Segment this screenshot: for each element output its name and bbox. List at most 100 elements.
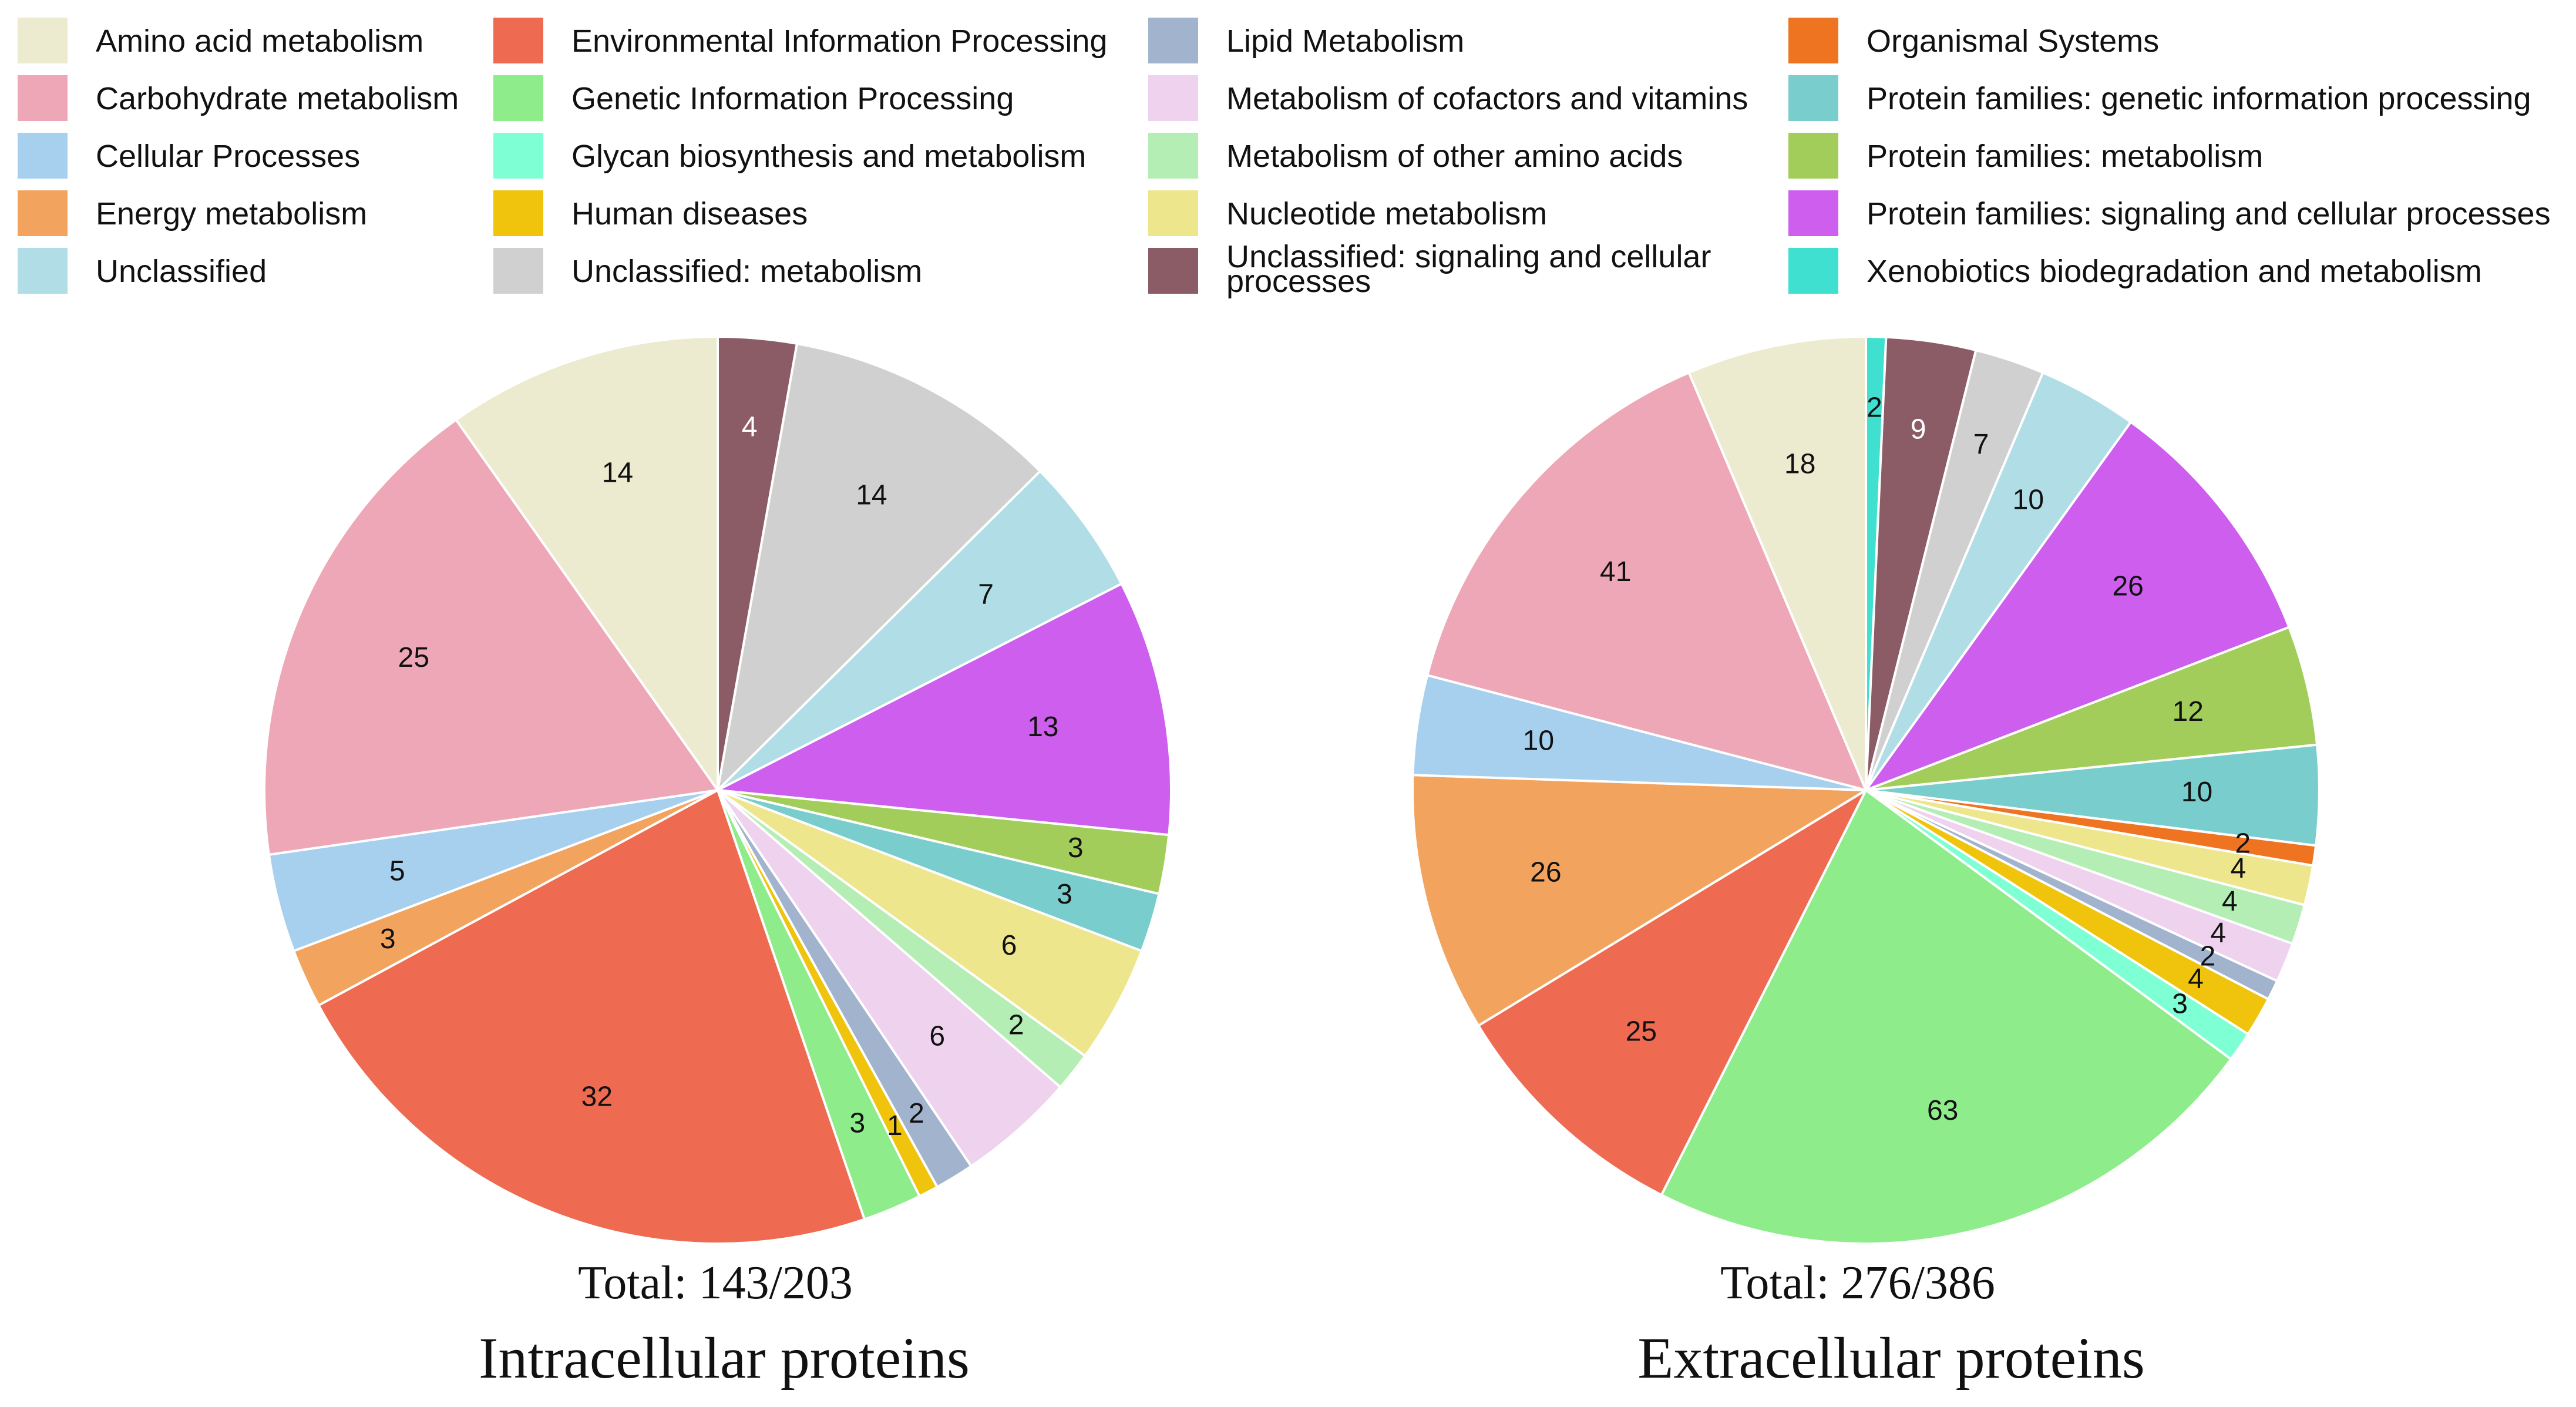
pie-data-label-metabolism-of-cofactors-and-vitamins: 4 [2210,918,2226,949]
pie-data-label-carbohydrate-metabolism: 25 [398,642,429,673]
pie-data-label-organismal-systems: 2 [2235,828,2251,859]
pie-slice-unclassified [717,470,1123,791]
intracellular-chart-title: Intracellular proteins [479,1325,970,1391]
legend-swatch [18,18,68,63]
pie-data-label-energy-metabolism: 3 [380,924,396,955]
legend-label: Unclassified [96,254,267,289]
legend-label: Protein families: signaling and cellular… [1867,196,2551,231]
intracellular-total-label: Total: 143/203 [578,1257,853,1309]
legend-label: Environmental Information Processing [571,23,1107,59]
pie-slice-protein-families-signaling-and-cellular-processes [717,582,1172,837]
legend-swatch [1148,133,1198,179]
pie-data-label-unclassified: 10 [2013,485,2044,516]
pie-slice-unclassified-metabolism [717,342,1041,791]
pie-slice-protein-families-signaling-and-cellular-processes [1865,421,2291,791]
pie-data-label-environmental-information-processing: 25 [1626,1016,1657,1047]
pie-slice-energy-metabolism [1411,774,1867,1027]
legend-label: Amino acid metabolism [96,23,423,59]
extracellular-chart-title: Extracellular proteins [1637,1325,2145,1391]
legend-swatch [1788,18,1838,63]
pie-data-label-cellular-processes: 5 [389,856,405,887]
pie-slice-protein-families-metabolism [1865,626,2319,791]
legend-item-genetic-information-processing: Genetic Information Processing [493,75,1014,121]
pie-data-label-genetic-information-processing: 63 [1927,1095,1958,1126]
legend-item-carbohydrate-metabolism: Carbohydrate metabolism [18,75,459,121]
legend-item-environmental-information-processing: Environmental Information Processing [493,18,1107,63]
pie-data-label-metabolism-of-cofactors-and-vitamins: 6 [929,1021,945,1052]
pie-data-label-amino-acid-metabolism: 14 [602,458,633,489]
legend: Amino acid metabolism Carbohydrate metabo… [18,18,2551,299]
legend-swatch [18,248,68,294]
legend-item-human-diseases: Human diseases [493,190,808,236]
pie-data-label-metabolism-of-other-amino-acids: 4 [2222,886,2238,917]
legend-label: Unclassified: metabolism [571,254,922,289]
legend-label: Genetic Information Processing [571,81,1014,116]
legend-swatch [493,18,543,63]
pie-data-label-protein-families-genetic-information-processing: 3 [1057,879,1072,910]
pie-slice-genetic-information-processing [1660,789,2232,1245]
legend-item-unclassified: Unclassified [18,248,267,294]
pie-data-label-protein-families-metabolism: 12 [2173,696,2204,727]
legend-label: Lipid Metabolism [1226,23,1464,59]
legend-item-metabolism-of-cofactors-and-vitamins: Metabolism of cofactors and vitamins [1148,75,1748,121]
pie-data-label-genetic-information-processing: 3 [850,1108,866,1139]
pie-data-label-protein-families-metabolism: 3 [1068,832,1084,864]
pie-data-label-unclassified-signaling-and-cellular-processes: 4 [742,411,758,442]
legend-swatch [1788,133,1838,179]
legend-swatch [18,133,68,179]
pie-data-label-environmental-information-processing: 32 [581,1081,613,1112]
legend-item-unclassified-metabolism: Unclassified: metabolism [493,248,922,294]
legend-item-nucleotide-metabolism: Nucleotide metabolism [1148,190,1547,236]
pie-data-label-xenobiotics-biodegradation-and-metabolism: 2 [1867,392,1882,423]
pie-slice-nucleotide-metabolism [717,789,1143,1057]
legend-swatch [1148,75,1198,121]
pie-data-label-amino-acid-metabolism: 18 [1784,448,1815,479]
pie-data-label-protein-families-signaling-and-cellular-processes: 13 [1027,711,1058,743]
legend-label: Nucleotide metabolism [1226,196,1547,231]
legend-label: Human diseases [571,196,808,231]
pie-data-label-unclassified-signaling-and-cellular-processes: 9 [1911,414,1926,445]
pie-data-label-nucleotide-metabolism: 4 [2231,853,2247,884]
legend-label: Metabolism of cofactors and vitamins [1226,81,1748,116]
legend-swatch [1788,190,1838,236]
legend-item-energy-metabolism: Energy metabolism [18,190,367,236]
legend-swatch [493,190,543,236]
legend-item-unclassified-signaling-and-cellular-processes: Unclassified: signaling and cellular proc… [1148,239,1711,299]
legend-label: Energy metabolism [96,196,367,231]
pie-data-label-human-diseases: 1 [887,1110,903,1141]
pie-data-label-metabolism-of-other-amino-acids: 2 [1008,1009,1024,1040]
legend-label: Unclassified: signaling and cellular proc… [1226,239,1711,299]
pie-data-label-nucleotide-metabolism: 6 [1001,930,1017,961]
pie-data-label-lipid-metabolism: 2 [909,1098,924,1129]
pie-slice-amino-acid-metabolism [1687,335,1867,791]
legend-swatch [18,75,68,121]
legend-label: Protein families: genetic information pr… [1867,81,2531,116]
pie-slice-carbohydrate-metabolism [1426,371,1867,791]
legend-item-protein-families-metabolism: Protein families: metabolism [1788,133,2263,179]
legend-label: Metabolism of other amino acids [1226,139,1683,174]
legend-item-protein-families-genetic-information-processing: Protein families: genetic information pr… [1788,75,2531,121]
legend-label: Protein families: metabolism [1867,139,2263,174]
legend-label: Organismal Systems [1867,23,2159,59]
legend-swatch [18,190,68,236]
legend-item-protein-families-signaling-and-cellular-processes: Protein families: signaling and cellular… [1788,190,2551,236]
legend-swatch [493,133,543,179]
pie-data-label-unclassified-metabolism: 14 [856,480,887,511]
legend-label: Xenobiotics biodegradation and metabolis… [1867,254,2482,289]
pie-data-label-lipid-metabolism: 2 [2200,941,2216,972]
pie-data-label-glycan-biosynthesis-and-metabolism: 3 [2172,989,2188,1020]
legend-item-organismal-systems: Organismal Systems [1788,18,2159,63]
pie-data-label-cellular-processes: 10 [1523,725,1554,756]
legend-swatch [493,75,543,121]
legend-swatch [1788,75,1838,121]
legend-swatch [1148,190,1198,236]
legend-item-amino-acid-metabolism: Amino acid metabolism [18,18,423,63]
legend-item-lipid-metabolism: Lipid Metabolism [1148,18,1464,63]
legend-swatch [493,248,543,294]
legend-item-metabolism-of-other-amino-acids: Metabolism of other amino acids [1148,133,1683,179]
pie-data-label-protein-families-genetic-information-processing: 10 [2181,777,2212,808]
